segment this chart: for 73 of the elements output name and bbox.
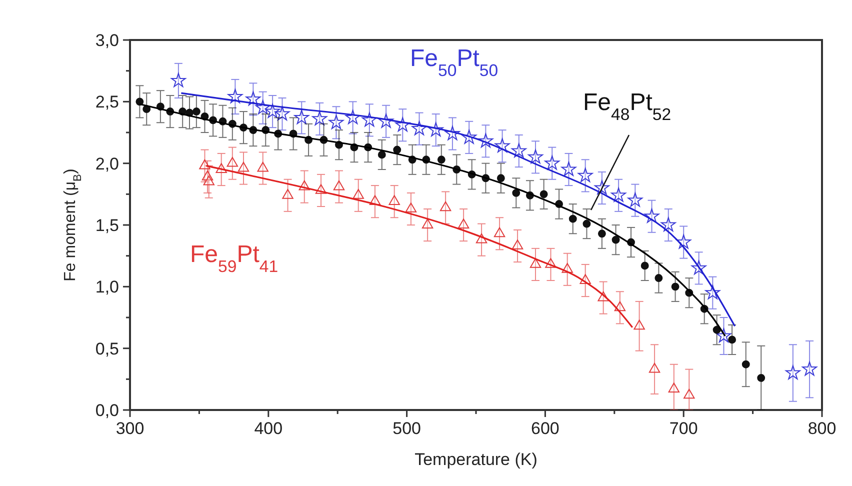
point: [405, 202, 417, 212]
point: [412, 120, 427, 136]
point: [511, 143, 526, 158]
text: Fe$_{48}$Pt$_{52}$: [583, 89, 672, 124]
point: [544, 156, 560, 170]
point: [328, 114, 344, 130]
x-tick-label: 800: [808, 419, 836, 438]
point: [671, 282, 680, 291]
x-tick-label: 500: [392, 419, 421, 438]
x-axis-title: Temperature (K): [414, 450, 538, 469]
point: [440, 201, 452, 212]
point: [757, 374, 766, 382]
point: [282, 189, 294, 199]
point: [136, 98, 144, 106]
y-tick-label: 0,5: [95, 339, 119, 358]
point: [785, 365, 800, 380]
point: [274, 106, 290, 120]
point: [568, 214, 577, 223]
x-tick-label: 600: [531, 419, 560, 438]
point: [378, 150, 386, 159]
point: [612, 236, 620, 244]
y-tick-label: 1,5: [95, 216, 119, 235]
point: [611, 188, 626, 202]
point: [228, 88, 243, 104]
point: [634, 320, 645, 330]
point: [561, 162, 576, 176]
y-tick-label: 2,5: [95, 92, 119, 112]
point: [512, 240, 524, 250]
point: [660, 217, 676, 232]
point: [294, 110, 310, 124]
point: [802, 361, 817, 376]
point: [422, 218, 434, 228]
point: [170, 72, 186, 88]
point: [540, 190, 548, 198]
point: [640, 262, 649, 270]
point: [192, 108, 200, 116]
point: [255, 100, 270, 114]
point: [238, 162, 250, 172]
point: [528, 149, 543, 164]
y-tick-label: 1,0: [95, 278, 119, 297]
y-tick-label: 0,0: [95, 401, 119, 420]
point: [582, 220, 591, 228]
point: [393, 146, 402, 154]
point: [494, 227, 506, 238]
point: [598, 230, 606, 238]
point: [496, 174, 505, 182]
point: [458, 218, 470, 228]
point: [226, 156, 238, 167]
y-tick-label: 3,0: [95, 31, 119, 50]
line-series: [180, 92, 736, 327]
point: [654, 274, 663, 282]
point: [333, 180, 345, 190]
point: [684, 388, 695, 399]
point: [668, 382, 680, 392]
point: [742, 360, 750, 368]
point: [578, 168, 593, 182]
x-tick-label: 300: [116, 419, 144, 438]
point: [388, 195, 400, 206]
point: [628, 192, 643, 207]
point: [728, 336, 736, 344]
point: [648, 362, 660, 373]
point: [530, 258, 542, 268]
series-label: Fe$_{59}$Pt$_{41}$: [190, 241, 278, 276]
point: [312, 111, 328, 126]
point: [257, 162, 268, 172]
point: [352, 189, 364, 199]
point: [203, 175, 214, 186]
point: [512, 188, 520, 197]
x-tick-label: 700: [669, 419, 698, 438]
x-tick-label: 400: [254, 419, 283, 438]
y-tick-label: 2,0: [95, 154, 119, 174]
series-label: Fe$_{50}$Pt$_{50}$: [410, 45, 498, 80]
point: [437, 156, 446, 164]
